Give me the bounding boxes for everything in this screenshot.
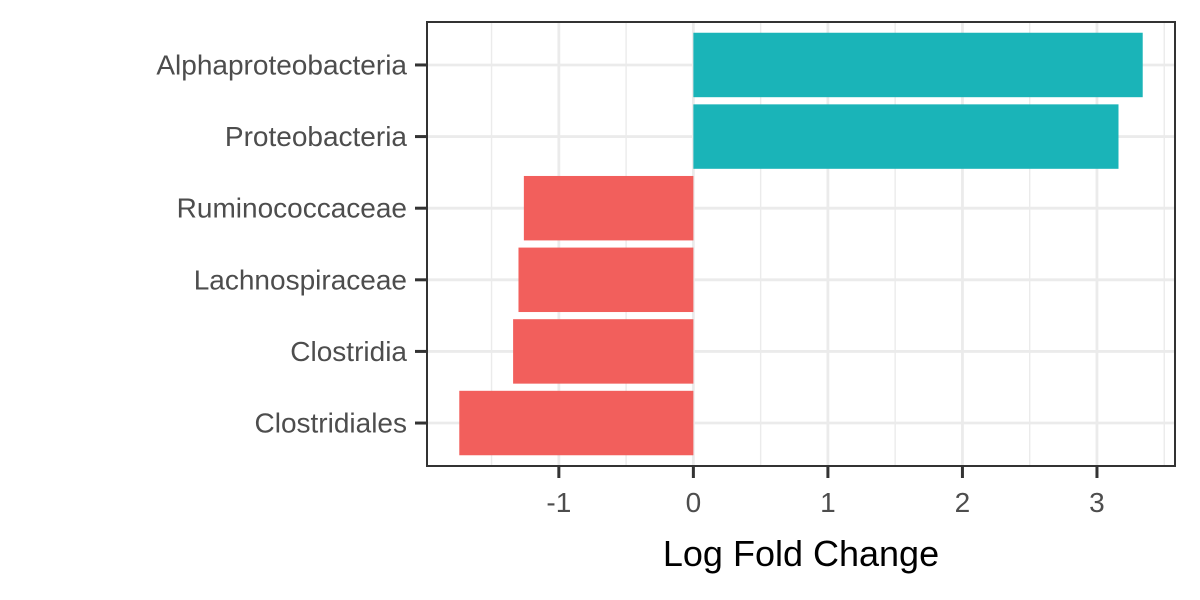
- bar-ruminococcaceae: [523, 175, 694, 241]
- x-tick-label: -1: [546, 487, 571, 518]
- y-tick-label: Proteobacteria: [225, 121, 408, 152]
- plot-panel-border: [426, 21, 1176, 467]
- x-axis: -1 0 1 2 3: [546, 466, 1105, 518]
- y-tick-label: Clostridia: [290, 336, 407, 367]
- y-tick-label: Ruminococcaceae: [177, 193, 407, 224]
- x-tick-label: 3: [1089, 487, 1105, 518]
- x-tick-label: 0: [686, 487, 702, 518]
- x-tick-label: 2: [955, 487, 971, 518]
- x-axis-title: Log Fold Change: [663, 533, 939, 574]
- x-tick-label: 1: [820, 487, 836, 518]
- bar-alphaproteobacteria: [693, 32, 1143, 98]
- y-tick-label: Alphaproteobacteria: [156, 49, 407, 80]
- bars: [459, 32, 1143, 456]
- bar-clostridiales: [459, 390, 694, 456]
- bar-proteobacteria: [693, 104, 1119, 169]
- y-tick-label: Clostridiales: [255, 408, 408, 439]
- y-tick-label: Lachnospiraceae: [194, 264, 407, 295]
- bar-clostridia: [513, 319, 694, 384]
- y-axis: Alphaproteobacteria Proteobacteria Ruminoc…: [156, 49, 427, 439]
- bar-lachnospiraceae: [518, 247, 694, 313]
